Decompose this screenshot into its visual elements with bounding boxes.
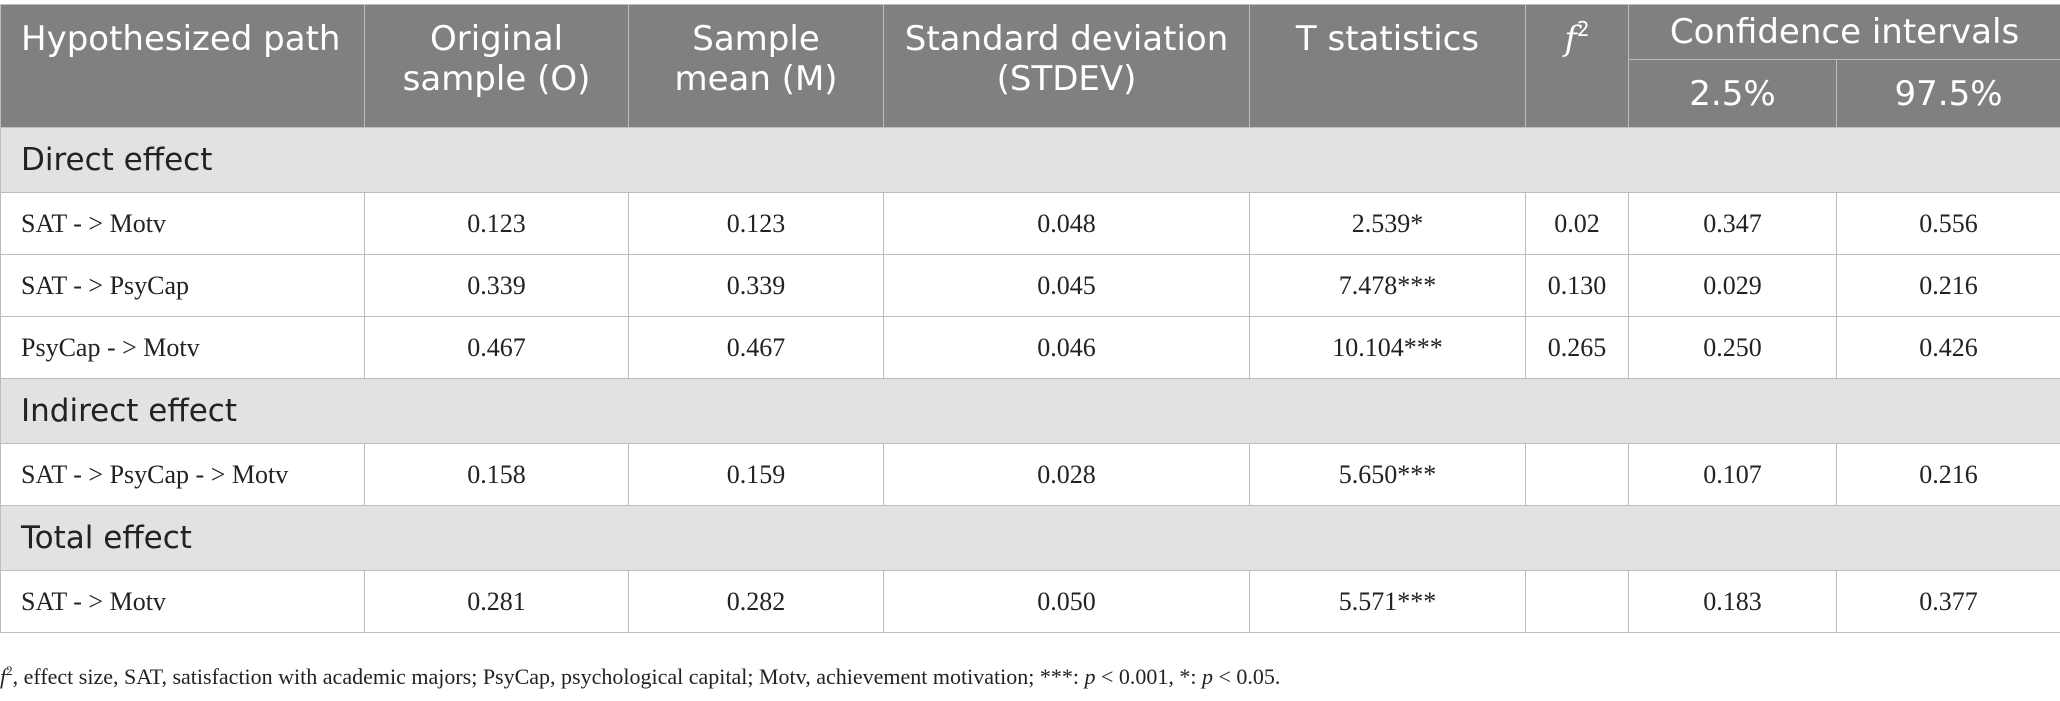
cell-original-sample: 0.339 — [364, 254, 629, 317]
footnote-p-2: p — [1201, 664, 1213, 689]
cell-t-statistic: 10.104*** — [1249, 316, 1526, 379]
header-hypothesized-path: Hypothesized path — [0, 4, 365, 128]
cell-ci-2-5: 0.029 — [1628, 254, 1837, 317]
header-f2: f2 — [1525, 4, 1629, 128]
cell-original-sample: 0.281 — [364, 570, 629, 633]
footnote-f-exponent: 2 — [6, 663, 13, 678]
table-footnote: f2, effect size, SAT, satisfaction with … — [0, 664, 1280, 690]
cell-standard-deviation: 0.045 — [883, 254, 1250, 317]
footnote-text-2: < 0.001, *: — [1095, 664, 1202, 689]
cell-path: SAT - > PsyCap — [0, 254, 365, 317]
cell-ci-2-5: 0.347 — [1628, 192, 1837, 255]
cell-original-sample: 0.123 — [364, 192, 629, 255]
footnote-f-letter: f — [0, 664, 7, 689]
header-t-statistics: T statistics — [1249, 4, 1526, 128]
cell-f2: 0.02 — [1525, 192, 1629, 255]
cell-standard-deviation: 0.028 — [883, 443, 1250, 506]
cell-original-sample: 0.467 — [364, 316, 629, 379]
header-f2-exponent: 2 — [1576, 17, 1590, 41]
cell-f2: 0.265 — [1525, 316, 1629, 379]
footnote-p-1: p — [1084, 664, 1096, 689]
table-row: SAT - > PsyCap 0.339 0.339 0.045 7.478*** 0.1… — [0, 254, 2060, 317]
cell-standard-deviation: 0.046 — [883, 316, 1250, 379]
cell-sample-mean: 0.159 — [628, 443, 884, 506]
cell-sample-mean: 0.282 — [628, 570, 884, 633]
cell-f2: 0.130 — [1525, 254, 1629, 317]
header-ci-2-5: 2.5% — [1628, 59, 1837, 128]
section-row: Direct effect — [0, 127, 2060, 193]
cell-ci-97-5: 0.216 — [1835, 254, 2060, 317]
section-row: Total effect — [0, 505, 2060, 571]
header-sample-mean: Sample mean (M) — [628, 4, 884, 128]
cell-ci-2-5: 0.250 — [1628, 316, 1837, 379]
cell-path: SAT - > PsyCap - > Motv — [0, 443, 365, 506]
cell-t-statistic: 5.571*** — [1249, 570, 1526, 633]
header-confidence-intervals: Confidence intervals — [1627, 4, 2060, 60]
cell-f2 — [1525, 570, 1629, 633]
table-row: SAT - > PsyCap - > Motv 0.158 0.159 0.028 5.… — [0, 443, 2060, 506]
cell-path: SAT - > Motv — [0, 192, 365, 255]
section-title: Direct effect — [0, 127, 2060, 193]
cell-standard-deviation: 0.048 — [883, 192, 1250, 255]
cell-ci-97-5: 0.556 — [1835, 192, 2060, 255]
cell-t-statistic: 7.478*** — [1249, 254, 1526, 317]
cell-sample-mean: 0.123 — [628, 192, 884, 255]
header-f2-letter: f — [1564, 19, 1577, 59]
section-row: Indirect effect — [0, 378, 2060, 444]
cell-ci-97-5: 0.377 — [1835, 570, 2060, 633]
table-row: SAT - > Motv 0.123 0.123 0.048 2.539* 0.02 0.3… — [0, 192, 2060, 255]
cell-ci-2-5: 0.107 — [1628, 443, 1837, 506]
cell-ci-97-5: 0.216 — [1835, 443, 2060, 506]
table-row: PsyCap - > Motv 0.467 0.467 0.046 10.104*** 0… — [0, 316, 2060, 379]
cell-ci-2-5: 0.183 — [1628, 570, 1837, 633]
cell-f2 — [1525, 443, 1629, 506]
results-table: Hypothesized path Original sample (O) Sa… — [0, 4, 2060, 633]
footnote-text-3: < 0.05. — [1212, 664, 1281, 689]
cell-sample-mean: 0.467 — [628, 316, 884, 379]
cell-path: PsyCap - > Motv — [0, 316, 365, 379]
cell-sample-mean: 0.339 — [628, 254, 884, 317]
header-original-sample: Original sample (O) — [364, 4, 629, 128]
cell-t-statistic: 2.539* — [1249, 192, 1526, 255]
table-header: Hypothesized path Original sample (O) Sa… — [0, 4, 2060, 128]
cell-path: SAT - > Motv — [0, 570, 365, 633]
header-standard-deviation: Standard deviation (STDEV) — [883, 4, 1250, 128]
cell-standard-deviation: 0.050 — [883, 570, 1250, 633]
footnote-text-1: , effect size, SAT, satisfaction with ac… — [12, 664, 1085, 689]
cell-t-statistic: 5.650*** — [1249, 443, 1526, 506]
table-row: SAT - > Motv 0.281 0.282 0.050 5.571*** 0.183… — [0, 570, 2060, 633]
cell-original-sample: 0.158 — [364, 443, 629, 506]
section-title: Indirect effect — [0, 378, 2060, 444]
cell-ci-97-5: 0.426 — [1835, 316, 2060, 379]
table-body: Direct effect SAT - > Motv 0.123 0.123 0.048… — [0, 127, 2060, 633]
section-title: Total effect — [0, 505, 2060, 571]
header-ci-97-5: 97.5% — [1835, 59, 2060, 128]
